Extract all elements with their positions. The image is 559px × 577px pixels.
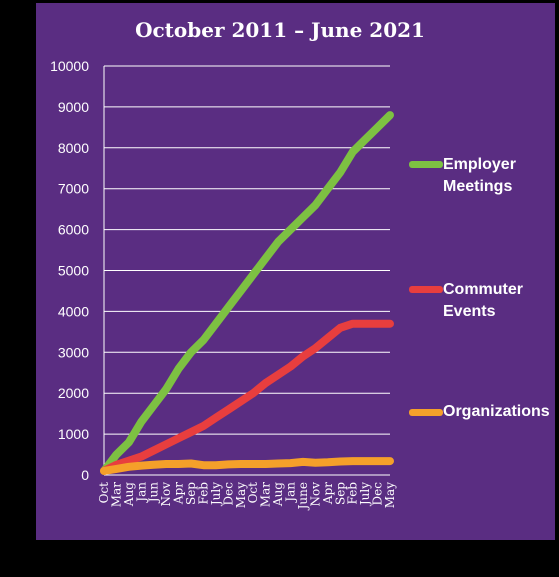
- y-tick-label: 9000: [58, 99, 89, 115]
- x-tick-label: Jan: [134, 482, 148, 504]
- y-tick-label: 2000: [58, 385, 89, 401]
- y-tick-label: 6000: [58, 222, 89, 238]
- y-tick-label: 8000: [58, 140, 89, 156]
- series-line-commuter-events: [100, 319, 394, 475]
- legend-swatch-organizations: [409, 409, 443, 416]
- x-tick-label: Nov: [159, 482, 173, 507]
- x-tick-label: July: [358, 482, 372, 507]
- legend-swatch-employer-meetings: [409, 161, 443, 168]
- chart-title: October 2011 – June 2021: [135, 18, 425, 42]
- x-tick-label: May: [383, 482, 397, 508]
- x-axis-tick-labels: OctMarAugJanJunNovAprSepFebJulyDecMayOct…: [97, 482, 397, 512]
- legend-swatch-commuter-events: [409, 286, 443, 293]
- x-tick-label: Oct: [246, 482, 260, 504]
- x-tick-label: Apr: [321, 482, 335, 505]
- y-axis-tick-labels: 0 1000 2000 3000 4000 5000 6000 7000 8000 9000 100…: [50, 58, 89, 483]
- series-line-employer-meetings: [100, 111, 394, 475]
- y-tick-label: 0: [81, 467, 89, 483]
- legend-label-commuter-events: Commuter Events: [443, 281, 524, 320]
- gridlines: [103, 65, 390, 476]
- legend-label-employer-meetings: Employer Meetings: [443, 156, 516, 195]
- x-tick-label: Dec: [221, 482, 235, 506]
- legend-label-organizations: Organizations: [443, 403, 550, 420]
- y-tick-label: 10000: [50, 58, 89, 74]
- x-tick-label: Mar: [259, 482, 273, 507]
- x-tick-label: Jan: [284, 482, 298, 504]
- x-tick-label: July: [209, 482, 223, 507]
- x-tick-label: June: [296, 482, 310, 511]
- x-tick-label: Feb: [196, 482, 210, 505]
- x-tick-label: Nov: [308, 482, 322, 507]
- x-tick-label: Feb: [346, 482, 360, 505]
- y-tick-label: 7000: [58, 181, 89, 197]
- y-tick-label: 1000: [58, 426, 89, 442]
- x-tick-label: Apr: [172, 482, 186, 505]
- y-tick-label: 4000: [58, 303, 89, 319]
- x-tick-label: Sep: [333, 482, 347, 505]
- x-tick-label: Aug: [122, 482, 136, 507]
- x-tick-label: Jun: [147, 482, 161, 505]
- y-tick-label: 3000: [58, 344, 89, 360]
- x-tick-label: Dec: [371, 482, 385, 506]
- series-lines: [100, 111, 394, 475]
- x-tick-label: Mar: [109, 482, 123, 507]
- x-tick-label: May: [234, 482, 248, 508]
- x-tick-label: Sep: [184, 482, 198, 505]
- y-tick-label: 5000: [58, 263, 89, 279]
- x-tick-label: Aug: [271, 482, 285, 507]
- series-line-organizations: [100, 457, 394, 475]
- x-tick-label: Oct: [97, 482, 111, 504]
